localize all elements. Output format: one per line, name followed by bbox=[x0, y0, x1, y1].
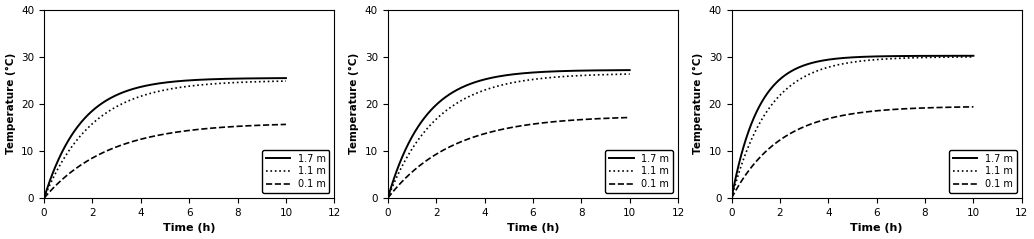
X-axis label: Time (h): Time (h) bbox=[850, 223, 903, 234]
Y-axis label: Temperature (°C): Temperature (°C) bbox=[693, 53, 703, 154]
X-axis label: Time (h): Time (h) bbox=[507, 223, 559, 234]
Legend: 1.7 m, 1.1 m, 0.1 m: 1.7 m, 1.1 m, 0.1 m bbox=[949, 150, 1017, 193]
Y-axis label: Temperature (°C): Temperature (°C) bbox=[5, 53, 16, 154]
Legend: 1.7 m, 1.1 m, 0.1 m: 1.7 m, 1.1 m, 0.1 m bbox=[605, 150, 673, 193]
Y-axis label: Temperature (°C): Temperature (°C) bbox=[349, 53, 360, 154]
X-axis label: Time (h): Time (h) bbox=[163, 223, 215, 234]
Legend: 1.7 m, 1.1 m, 0.1 m: 1.7 m, 1.1 m, 0.1 m bbox=[262, 150, 330, 193]
